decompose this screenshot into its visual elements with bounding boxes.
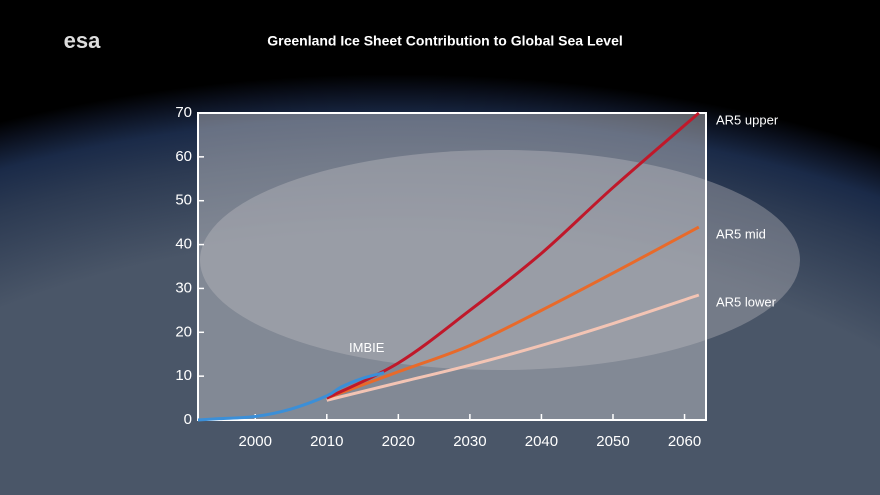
series-label: AR5 upper bbox=[716, 112, 779, 127]
x-tick-label: 2030 bbox=[453, 433, 486, 450]
x-tick-label: 2020 bbox=[382, 433, 415, 450]
y-tick-label: 50 bbox=[175, 192, 192, 209]
x-tick-label: 2050 bbox=[596, 433, 629, 450]
logo: esa bbox=[64, 28, 101, 53]
y-tick-label: 60 bbox=[175, 148, 192, 165]
series-label: AR5 lower bbox=[716, 294, 777, 309]
x-tick-label: 2060 bbox=[668, 433, 701, 450]
series-label: IMBIE bbox=[349, 340, 385, 355]
greenland bbox=[200, 150, 800, 370]
series-line bbox=[197, 371, 385, 422]
x-tick-label: 2000 bbox=[239, 433, 272, 450]
series-line bbox=[326, 111, 700, 400]
plot-area bbox=[197, 112, 707, 421]
y-tick-label: 0 bbox=[184, 411, 192, 428]
y-tick-label: 20 bbox=[175, 323, 192, 340]
series-line bbox=[326, 293, 700, 402]
y-tick-label: 40 bbox=[175, 236, 192, 253]
y-tick-label: 10 bbox=[175, 367, 192, 384]
series-line bbox=[326, 225, 700, 400]
y-tick-label: 70 bbox=[175, 104, 192, 121]
x-tick-label: 2040 bbox=[525, 433, 558, 450]
y-tick-label: 30 bbox=[175, 279, 192, 296]
x-tick-label: 2010 bbox=[310, 433, 343, 450]
chart-title: Greenland Ice Sheet Contribution to Glob… bbox=[267, 33, 623, 49]
series-label: AR5 mid bbox=[716, 226, 766, 241]
